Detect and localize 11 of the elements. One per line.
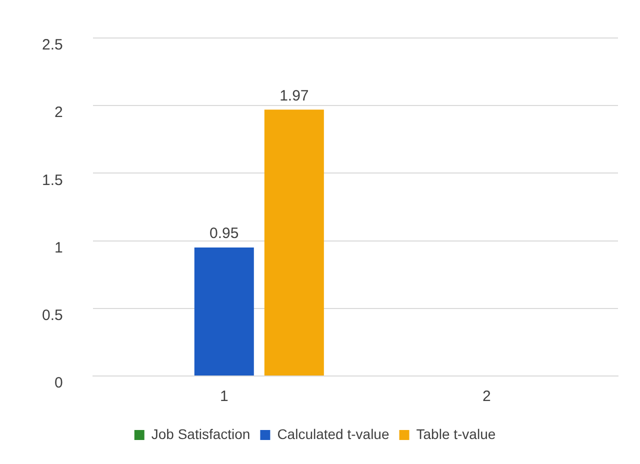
y-tick-label: 2.5 — [42, 36, 63, 54]
y-tick-label: 1 — [54, 239, 63, 256]
y-tick-label: 2 — [54, 104, 63, 122]
legend-label: Calculated t-value — [277, 426, 390, 442]
y-tick-label: 0.5 — [42, 307, 63, 324]
y-tick-label: 1.5 — [42, 172, 63, 189]
data-label: 0.95 — [210, 225, 239, 242]
legend-label: Job Satisfaction — [151, 426, 250, 442]
y-tick-label: 0 — [54, 374, 63, 392]
data-label: 1.97 — [280, 87, 309, 104]
legend-label: Table t-value — [416, 426, 496, 442]
